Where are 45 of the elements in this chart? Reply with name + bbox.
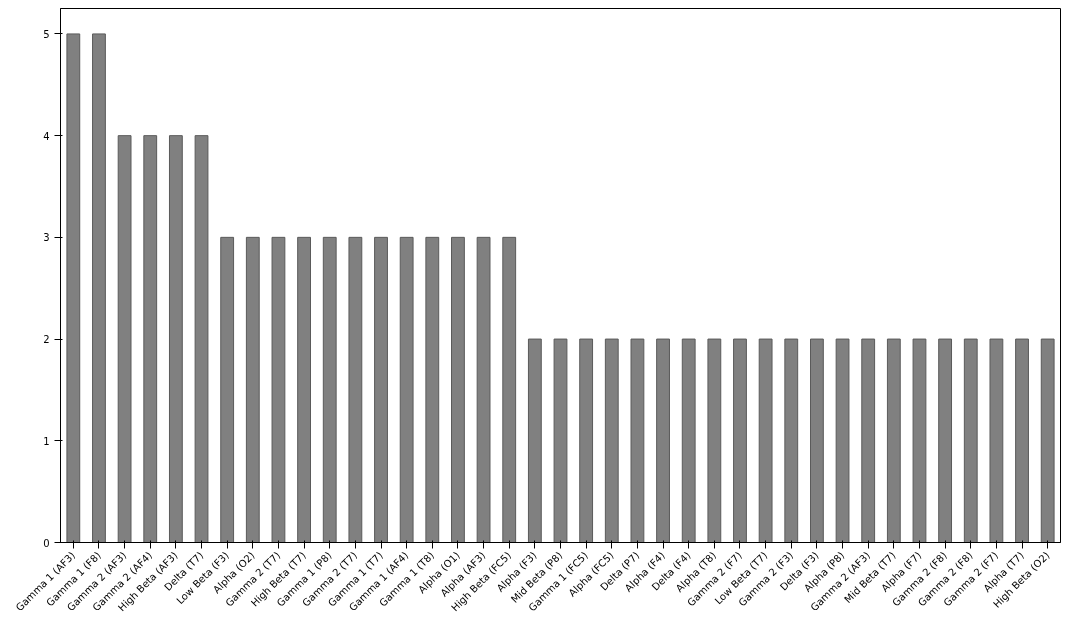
bar (374, 236, 388, 543)
bar (92, 33, 106, 543)
y-tick-label: 5 (43, 28, 50, 40)
bar (143, 135, 158, 543)
bar (707, 338, 722, 543)
y-tick-label: 0 (43, 537, 50, 549)
bar (117, 135, 132, 543)
bar (1015, 338, 1029, 543)
bar (681, 338, 696, 543)
bar (938, 338, 953, 543)
bar (579, 338, 594, 543)
bar (220, 236, 235, 543)
bar (784, 338, 799, 543)
bar (399, 236, 414, 543)
bar (810, 338, 824, 543)
bar (245, 236, 260, 543)
bar (297, 236, 311, 543)
bar (271, 236, 286, 543)
bar (322, 236, 337, 543)
bar (656, 338, 670, 543)
bar (758, 338, 773, 543)
bar (733, 338, 747, 543)
bar (194, 135, 209, 543)
bar (425, 236, 440, 543)
bar (912, 338, 927, 543)
bar (989, 338, 1004, 543)
bar (630, 338, 645, 543)
y-tick-label: 4 (43, 130, 50, 142)
bar (835, 338, 850, 543)
bar (527, 338, 542, 543)
y-tick-label: 1 (43, 435, 50, 447)
bar (886, 338, 901, 543)
y-tick-label: 2 (43, 334, 50, 346)
bar (66, 33, 81, 543)
bar (451, 236, 465, 543)
bar (476, 236, 491, 543)
bar (861, 338, 876, 543)
bar (963, 338, 978, 543)
bar (348, 236, 363, 543)
bar (1040, 338, 1055, 543)
bar (502, 236, 517, 543)
bar (604, 338, 619, 543)
bar (553, 338, 568, 543)
bar (168, 135, 183, 543)
y-tick-label: 3 (43, 232, 50, 244)
